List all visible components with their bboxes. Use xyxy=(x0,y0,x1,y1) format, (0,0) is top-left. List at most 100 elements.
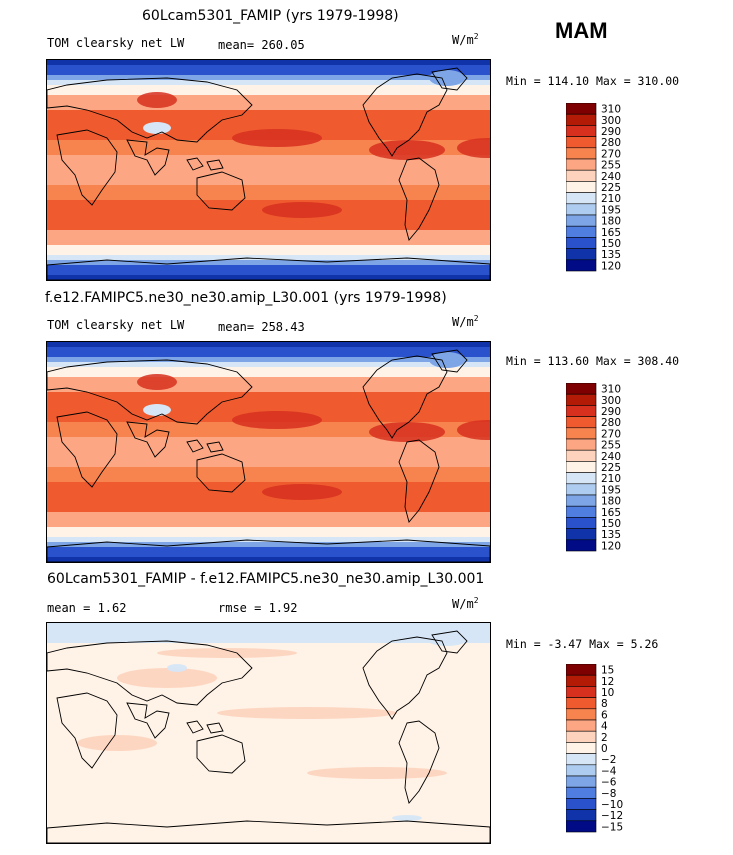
field-band xyxy=(47,195,490,201)
colorbar-tick-label: −12 xyxy=(601,810,623,822)
colorbar-swatch xyxy=(565,158,597,171)
coastline xyxy=(398,439,440,523)
field-band xyxy=(47,200,490,206)
field-anomaly xyxy=(307,767,447,779)
field-band xyxy=(47,778,490,784)
panel3-rmse: rmse = 1.92 xyxy=(218,601,298,615)
field-maximum xyxy=(137,374,177,390)
field-band xyxy=(47,517,490,523)
field-band xyxy=(47,377,490,383)
colorbar-swatch xyxy=(565,686,597,698)
colorbar-tick-label: 210 xyxy=(601,473,621,485)
field-band xyxy=(47,165,490,171)
field-band xyxy=(47,115,490,121)
field-band xyxy=(47,100,490,106)
colorbar-tick-label: −6 xyxy=(601,777,617,789)
colorbar-tick-label: 240 xyxy=(601,451,621,463)
field-band xyxy=(47,683,490,689)
field-maximum xyxy=(369,422,445,442)
field-band xyxy=(47,552,490,558)
field-anomaly xyxy=(157,648,297,658)
field-band xyxy=(47,783,490,789)
colorbar-tick-label: 225 xyxy=(601,462,621,474)
field-band xyxy=(47,125,490,131)
panel2-variable: TOM clearsky net LW xyxy=(47,318,185,332)
colorbar-swatch xyxy=(565,505,597,518)
field-band xyxy=(47,763,490,769)
field-band xyxy=(47,225,490,231)
field-band xyxy=(47,663,490,669)
colorbar-swatch xyxy=(565,798,597,810)
field-band xyxy=(47,447,490,453)
colorbar-swatch xyxy=(565,472,597,485)
field-band xyxy=(47,638,490,644)
colorbar-swatch xyxy=(565,461,597,473)
colorbar-tick-label: 240 xyxy=(601,171,621,183)
colorbar-swatch xyxy=(565,809,597,822)
colorbar-swatch xyxy=(565,416,597,429)
field-band xyxy=(47,482,490,488)
field-minimum xyxy=(143,122,171,134)
colorbar-swatch xyxy=(565,102,597,115)
coastline xyxy=(46,359,253,425)
colorbar-swatch xyxy=(565,764,597,777)
field-band xyxy=(47,190,490,196)
colorbar-tick-label: 225 xyxy=(601,182,621,194)
field-band xyxy=(47,352,490,358)
field-maximum xyxy=(232,129,322,147)
field-band xyxy=(47,623,490,629)
coastline xyxy=(46,640,253,706)
field-minimum xyxy=(429,352,465,368)
colorbar-tick-label: 15 xyxy=(601,665,614,677)
field-band xyxy=(47,170,490,176)
colorbar-tick-label: 12 xyxy=(601,676,614,688)
colorbar-tick-label: 4 xyxy=(601,721,608,733)
colorbar-tick-label: 135 xyxy=(601,529,621,541)
field-band xyxy=(47,462,490,468)
colorbar-tick-label: 290 xyxy=(601,126,621,138)
colorbar-tick-label: 10 xyxy=(601,687,614,699)
coastline xyxy=(362,73,448,157)
field-band xyxy=(47,255,490,261)
field-band xyxy=(47,828,490,834)
field-band xyxy=(47,823,490,829)
field-band xyxy=(47,688,490,694)
field-band xyxy=(47,275,490,281)
field-band xyxy=(47,838,490,844)
coastline xyxy=(126,702,170,739)
coastline xyxy=(186,157,224,171)
field-band xyxy=(47,673,490,679)
field-band xyxy=(47,818,490,824)
coastline xyxy=(186,720,224,734)
field-band xyxy=(47,808,490,814)
colorbar-swatch xyxy=(565,225,597,238)
coastline xyxy=(126,139,170,176)
field-band xyxy=(47,522,490,528)
coastline xyxy=(56,692,118,769)
field-anomaly xyxy=(77,735,157,751)
colorbar-swatch xyxy=(565,214,597,227)
colorbar-swatch xyxy=(565,136,597,149)
field-band xyxy=(47,547,490,553)
field-anomaly xyxy=(167,664,187,672)
field-band xyxy=(47,235,490,241)
field-band xyxy=(47,668,490,674)
field-band xyxy=(47,773,490,779)
colorbar-tick-label: −15 xyxy=(601,821,623,833)
colorbar-tick-label: 280 xyxy=(601,417,621,429)
field-band xyxy=(47,432,490,438)
colorbar-swatch xyxy=(565,449,597,462)
field-band xyxy=(47,733,490,739)
field-band xyxy=(47,467,490,473)
field-band xyxy=(47,803,490,809)
field-band xyxy=(47,472,490,478)
field-band xyxy=(47,402,490,408)
colorbar-swatch xyxy=(565,719,597,732)
field-band xyxy=(47,357,490,363)
field-band xyxy=(47,180,490,186)
field-band xyxy=(47,175,490,181)
colorbar-swatch xyxy=(565,730,597,743)
field-band xyxy=(47,105,490,111)
colorbar-swatch xyxy=(565,169,597,182)
field-band xyxy=(47,758,490,764)
